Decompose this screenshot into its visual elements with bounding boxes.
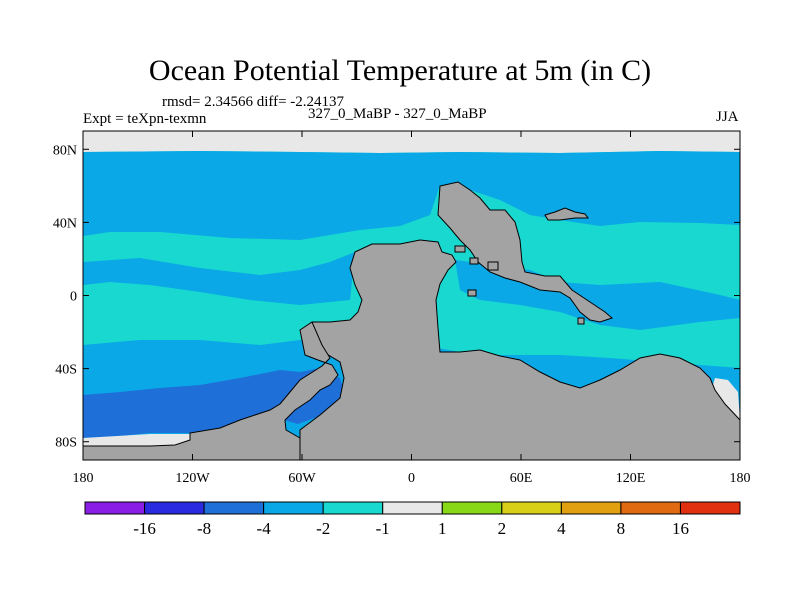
land-island-small-3 <box>487 261 499 271</box>
stats-subtitle: rmsd= 2.34566 diff= -2.24137 <box>162 94 345 110</box>
colorbar-label: -16 <box>133 519 156 538</box>
south-pacific-near-zero-patch <box>712 378 740 420</box>
chart-title: Ocean Potential Temperature at 5m (in C) <box>148 54 652 87</box>
y-tick-label: 40N <box>53 216 77 231</box>
colorbar-label: -8 <box>197 519 211 538</box>
land-island-small-1 <box>454 245 466 253</box>
y-axis: 80N 40N 0 40S 80S <box>53 143 740 451</box>
colorbar-swatch <box>322 501 384 515</box>
weddell-strong-cool <box>284 388 342 424</box>
land-masses <box>83 181 740 460</box>
colorbar-label: 2 <box>498 519 507 538</box>
colorbar-swatch <box>263 501 324 515</box>
land-island-small-4 <box>467 289 477 297</box>
colorbar-label: -1 <box>376 519 390 538</box>
colorbar-swatch <box>620 501 681 515</box>
colorbar-swatch <box>203 501 265 515</box>
models-label: 327_0_MaBP - 327_0_MaBP <box>308 106 487 122</box>
colorbar-swatch <box>382 501 443 515</box>
subtropical-cool-patch <box>83 252 355 305</box>
y-tick-label: 0 <box>70 290 77 305</box>
arctic-near-zero-region <box>83 131 740 153</box>
colorbar-label: 4 <box>557 519 566 538</box>
colorbar-swatch <box>144 501 205 515</box>
y-tick-label: 40S <box>55 363 77 378</box>
experiment-label: Expt = teXpn-texmn <box>83 111 207 127</box>
land-south-america <box>83 321 339 460</box>
colorbar-swatch <box>84 501 146 515</box>
x-tick-label: 180 <box>73 471 94 486</box>
land-east-asia-island <box>544 207 589 221</box>
y-tick-label: 80S <box>55 436 77 451</box>
x-tick-label: 0 <box>408 471 415 486</box>
colorbar-swatch <box>679 501 741 515</box>
x-tick-label: 60E <box>510 471 533 486</box>
colorbar-swatch <box>501 501 562 515</box>
x-tick-label: 120W <box>175 471 210 486</box>
colorbar-swatch <box>560 501 622 515</box>
colorbar-label: 1 <box>438 519 447 538</box>
colorbar-label: 16 <box>672 519 689 538</box>
land-island-small-2 <box>469 257 479 265</box>
colorbar-label: -4 <box>257 519 272 538</box>
x-tick-label: 60W <box>288 471 316 486</box>
southern-ocean-strong-cool <box>83 368 345 438</box>
x-tick-label: 120E <box>616 471 646 486</box>
map-plot-area <box>83 131 740 460</box>
season-label: JJA <box>716 109 739 125</box>
x-axis: 180 120W 60W 0 60E 120E 180 <box>73 131 751 486</box>
colorbar-label: -2 <box>316 519 330 538</box>
colorbar: -16 -8 -4 -2 -1 1 2 4 8 16 <box>84 501 741 538</box>
x-tick-label: 180 <box>730 471 751 486</box>
colorbar-label: 8 <box>617 519 626 538</box>
y-tick-label: 80N <box>53 143 77 158</box>
land-island-small-5 <box>577 317 585 325</box>
colorbar-swatch <box>441 501 503 515</box>
